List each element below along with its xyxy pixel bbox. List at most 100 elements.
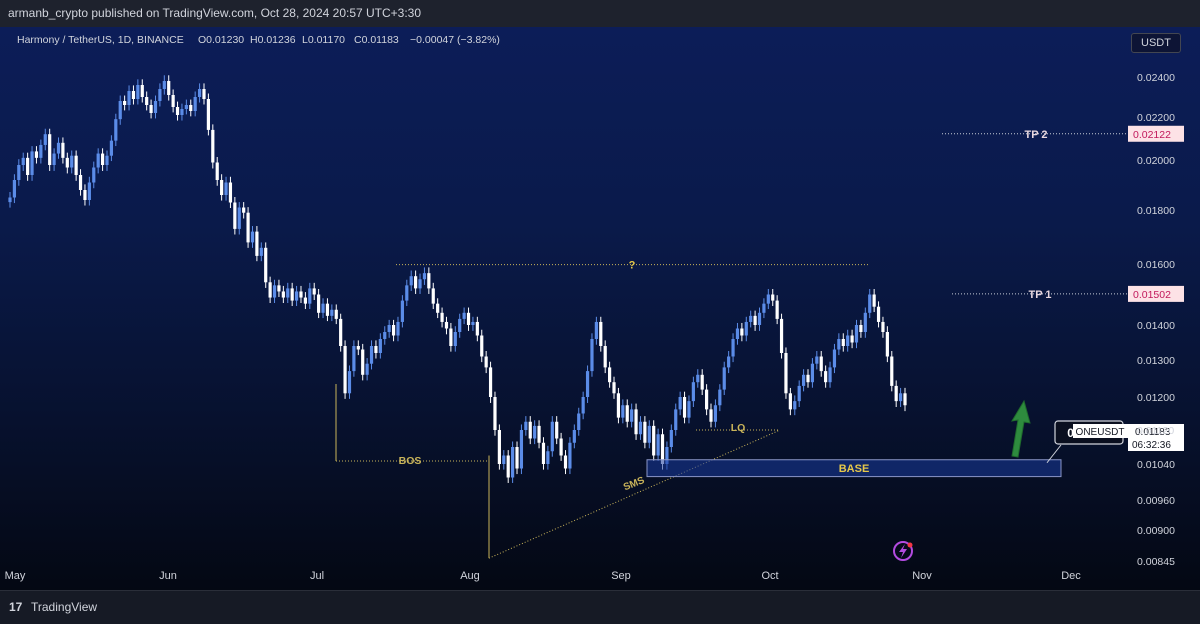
candle-body (294, 291, 299, 301)
candle-body (713, 405, 718, 422)
candle-body (876, 306, 881, 322)
candle-body (325, 303, 330, 316)
ohlc-change: −0.00047 (−3.82%) (410, 34, 500, 46)
candle-body (727, 356, 731, 368)
candle-body (762, 303, 766, 313)
candle-body (153, 101, 158, 113)
candle-body (735, 328, 740, 339)
candle-body (136, 85, 140, 99)
candle-body (696, 374, 700, 383)
candle-body (511, 447, 515, 478)
tp-price-badge (1128, 125, 1184, 142)
y-tick-label: 0.01600 (1137, 259, 1175, 271)
candle-body (709, 409, 713, 422)
base-label: BASE (839, 463, 870, 475)
y-tick-label: 0.01800 (1137, 205, 1175, 217)
countdown-value: 06:32:36 (1132, 440, 1171, 451)
candle-body (30, 151, 34, 175)
candle-body (599, 321, 603, 346)
candle-body (378, 339, 382, 353)
x-tick-label: Jul (310, 570, 324, 582)
candle-body (123, 101, 127, 105)
candle-body (881, 321, 885, 332)
candle-body (334, 309, 338, 319)
candle-body (61, 142, 65, 158)
base-zone (646, 459, 1062, 478)
candle-body (674, 409, 678, 430)
y-tick-label: 0.01400 (1137, 320, 1175, 332)
candle-body (705, 389, 709, 410)
candle-body (577, 413, 581, 430)
candle-body (731, 339, 735, 357)
candle-body (859, 325, 863, 332)
candle-body (850, 335, 854, 343)
candle-body (228, 182, 233, 203)
candle-body (369, 346, 374, 364)
candle-body (449, 328, 453, 346)
candle-body (308, 288, 312, 304)
candle-body (414, 276, 418, 289)
candle-body (854, 325, 859, 343)
candle-body (585, 371, 590, 397)
candle-body (634, 409, 638, 435)
candle-body (131, 91, 136, 99)
candle-body (339, 318, 343, 346)
candle-body (868, 294, 872, 313)
candle-body (52, 153, 56, 165)
candle-body (528, 421, 532, 439)
candle-body (612, 382, 616, 394)
candle-body (193, 97, 197, 111)
candle-body (343, 346, 347, 394)
candle-body (299, 291, 303, 298)
candle-body (894, 385, 898, 402)
y-tick-label: 0.02000 (1137, 155, 1175, 167)
tradingview-logo-icon: 17 (9, 600, 23, 614)
candle-body (12, 180, 17, 198)
x-tick-label: Nov (912, 570, 932, 582)
candle-body (83, 190, 87, 200)
alert-dot-icon (907, 542, 913, 548)
candle-body (749, 315, 753, 322)
candle-body (215, 162, 219, 180)
candle-body (202, 89, 206, 99)
candle-body (647, 425, 651, 443)
candle-body (175, 107, 180, 115)
candle-body (691, 382, 695, 402)
candle-body (590, 339, 594, 372)
candle-body (885, 332, 889, 357)
candle-body (303, 297, 307, 304)
currency-button[interactable]: USDT (1131, 33, 1181, 53)
tp-label: TP 2 (1024, 129, 1047, 141)
y-tick-label: 0.01040 (1137, 459, 1175, 471)
candle-body (264, 247, 268, 283)
candle-body (74, 155, 78, 175)
candle-body (233, 202, 237, 229)
candle-body (321, 303, 325, 313)
candle-body (846, 335, 850, 346)
candle-body (158, 89, 162, 101)
candle-body (352, 346, 356, 372)
candle-body (744, 321, 748, 336)
candle-body (793, 401, 797, 410)
tp-price-badge (1128, 285, 1184, 302)
y-tick-label: 0.00960 (1137, 495, 1175, 507)
candle-body (206, 99, 210, 130)
candle-body (484, 356, 488, 368)
candle-body (43, 134, 47, 145)
y-tick-label: 0.00900 (1137, 525, 1175, 537)
candle-body (572, 430, 576, 443)
candle-body (740, 328, 744, 336)
candle-body (824, 371, 828, 383)
candle-body (436, 303, 440, 313)
callout-pointer (1046, 444, 1062, 464)
candle-body (317, 294, 321, 313)
candle-body (268, 282, 272, 298)
candle-body (405, 285, 409, 301)
candle-body (638, 421, 643, 435)
candle-body (515, 447, 519, 469)
candle-body (211, 129, 215, 163)
candle-body (400, 300, 404, 322)
